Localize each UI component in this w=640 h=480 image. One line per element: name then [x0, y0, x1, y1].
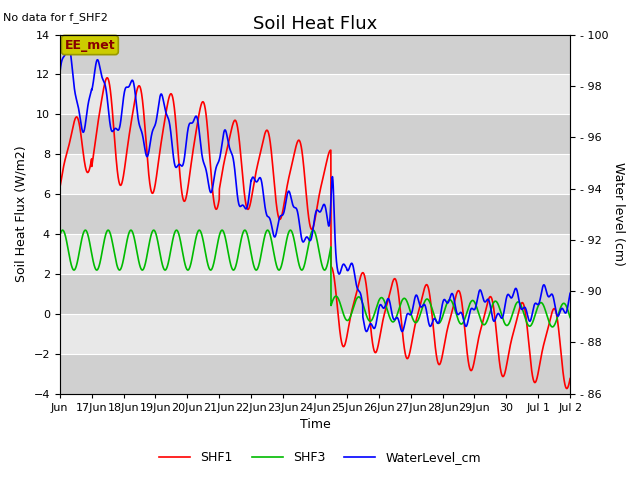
Bar: [60, 234, 570, 274]
Bar: [60, 35, 570, 74]
Y-axis label: Water level (cm): Water level (cm): [612, 162, 625, 266]
Bar: [60, 74, 570, 114]
Text: No data for f_SHF2: No data for f_SHF2: [3, 12, 108, 23]
Bar: [60, 314, 570, 354]
Legend: SHF1, SHF3, WaterLevel_cm: SHF1, SHF3, WaterLevel_cm: [154, 446, 486, 469]
Bar: [60, 274, 570, 314]
X-axis label: Time: Time: [300, 419, 330, 432]
Bar: [60, 114, 570, 154]
Bar: [60, 194, 570, 234]
Bar: [60, 354, 570, 394]
Title: Soil Heat Flux: Soil Heat Flux: [253, 15, 377, 33]
Text: EE_met: EE_met: [65, 38, 115, 51]
Bar: [60, 154, 570, 194]
Y-axis label: Soil Heat Flux (W/m2): Soil Heat Flux (W/m2): [15, 146, 28, 283]
